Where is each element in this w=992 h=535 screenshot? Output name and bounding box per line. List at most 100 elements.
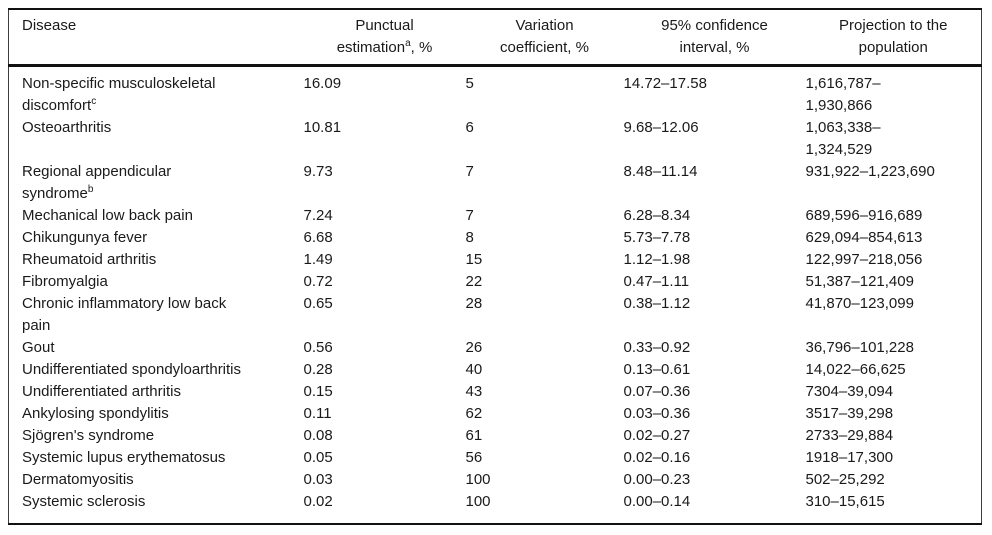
cell-disease: Rheumatoid arthritis [22, 251, 157, 268]
cell-variation: 62 [465, 405, 483, 422]
table-row: Chikungunya fever 6.68 8 5.73–7.78 629,0… [9, 227, 982, 249]
cell-ci: 8.48–11.14 [623, 163, 698, 180]
table-row: Gout 0.56 26 0.33–0.92 36,796–101,228 [9, 337, 982, 359]
column-header-projection: Projection to the population [805, 9, 982, 67]
cell-ci: 1.12–1.98 [623, 251, 691, 268]
cell-variation: 22 [465, 273, 483, 290]
table-row: Undifferentiated spondyloarthritis 0.28 … [9, 359, 982, 381]
cell-projection: 7304–39,094 [805, 383, 894, 400]
cell-disease: Non-specific musculoskeletal discomfortc [22, 75, 216, 114]
cell-ci: 0.07–0.36 [623, 383, 691, 400]
cell-ci: 0.02–0.27 [623, 427, 691, 444]
cell-punctual: 0.02 [303, 493, 333, 510]
cell-punctual: 0.72 [303, 273, 333, 290]
cell-variation: 43 [465, 383, 483, 400]
cell-variation: 7 [465, 163, 474, 180]
cell-disease: Regional appendicular syndromeb [22, 163, 172, 202]
footnote-marker-a: a [405, 38, 411, 49]
cell-punctual: 6.68 [303, 229, 333, 246]
cell-variation: 5 [465, 75, 474, 92]
cell-projection: 689,596–916,689 [805, 207, 923, 224]
cell-disease: Dermatomyositis [22, 471, 134, 488]
cell-punctual: 0.05 [303, 449, 333, 466]
header-row: Disease Punctual estimationa, % Variation… [8, 9, 982, 67]
cell-punctual: 1.49 [303, 251, 333, 268]
table-body: Non-specific musculoskeletal discomfortc… [9, 66, 982, 525]
cell-ci: 6.28–8.34 [623, 207, 691, 224]
cell-projection: 14,022–66,625 [805, 361, 906, 378]
table-row: Sjögren's syndrome 0.08 61 0.02–0.27 273… [9, 425, 982, 447]
cell-ci: 0.33–0.92 [623, 339, 691, 356]
cell-projection: 51,387–121,409 [805, 273, 914, 290]
column-header-punctual-estimation: Punctual estimationa, % [303, 9, 466, 67]
cell-disease: Ankylosing spondylitis [22, 405, 169, 422]
cell-projection: 1918–17,300 [805, 449, 894, 466]
cell-disease: Osteoarthritis [22, 119, 112, 136]
table-row: Undifferentiated arthritis 0.15 43 0.07–… [9, 381, 982, 403]
cell-punctual: 0.65 [303, 295, 333, 312]
cell-ci: 0.47–1.11 [623, 273, 690, 290]
footnote-marker-c: c [91, 96, 97, 107]
cell-projection: 931,922–1,223,690 [805, 163, 935, 180]
cell-projection: 122,997–218,056 [805, 251, 923, 268]
cell-variation: 26 [465, 339, 483, 356]
cell-disease: Mechanical low back pain [22, 207, 193, 224]
cell-projection: 310–15,615 [805, 493, 885, 510]
cell-projection: 1,063,338– 1,324,529 [805, 119, 881, 158]
cell-disease: Gout [22, 339, 55, 356]
column-header-confidence-interval: 95% confidence interval, % [623, 9, 806, 67]
column-header-disease: Disease [8, 9, 304, 67]
cell-punctual: 10.81 [303, 119, 342, 136]
table-row: Dermatomyositis 0.03 100 0.00–0.23 502–2… [9, 469, 982, 491]
cell-variation: 40 [465, 361, 483, 378]
cell-ci: 5.73–7.78 [623, 229, 691, 246]
cell-ci: 9.68–12.06 [623, 119, 699, 136]
cell-projection: 502–25,292 [805, 471, 885, 488]
cell-variation: 6 [465, 119, 474, 136]
cell-punctual: 7.24 [303, 207, 333, 224]
table-row: Ankylosing spondylitis 0.11 62 0.03–0.36… [9, 403, 982, 425]
cell-variation: 56 [465, 449, 483, 466]
cell-ci: 0.13–0.61 [623, 361, 691, 378]
cell-punctual: 9.73 [303, 163, 333, 180]
cell-disease: Sjögren's syndrome [22, 427, 155, 444]
table-row: Regional appendicular syndromeb 9.73 7 8… [9, 161, 982, 205]
table-row: Systemic sclerosis 0.02 100 0.00–0.14 31… [9, 491, 982, 524]
cell-ci: 0.03–0.36 [623, 405, 691, 422]
cell-projection: 1,616,787– 1,930,866 [805, 75, 881, 114]
table-row: Mechanical low back pain 7.24 7 6.28–8.3… [9, 205, 982, 227]
cell-projection: 41,870–123,099 [805, 295, 914, 312]
cell-ci: 0.00–0.23 [623, 471, 691, 488]
cell-punctual: 0.08 [303, 427, 333, 444]
footnote-marker-b: b [87, 184, 94, 195]
table-row: Systemic lupus erythematosus 0.05 56 0.0… [9, 447, 982, 469]
cell-variation: 61 [465, 427, 483, 444]
cell-disease: Chronic inflammatory low back pain [22, 295, 227, 334]
cell-projection: 36,796–101,228 [805, 339, 914, 356]
cell-punctual: 0.28 [303, 361, 333, 378]
cell-disease: Chikungunya fever [22, 229, 148, 246]
table-row: Non-specific musculoskeletal discomfortc… [9, 66, 982, 118]
column-header-variation-coefficient: Variation coefficient, % [465, 9, 624, 67]
cell-variation: 7 [465, 207, 474, 224]
cell-projection: 2733–29,884 [805, 427, 894, 444]
table-row: Chronic inflammatory low back pain 0.65 … [9, 293, 982, 337]
cell-projection: 3517–39,298 [805, 405, 894, 422]
cell-variation: 100 [465, 493, 491, 510]
cell-variation: 15 [465, 251, 483, 268]
cell-punctual: 0.11 [303, 405, 332, 422]
cell-punctual: 0.15 [303, 383, 333, 400]
cell-punctual: 16.09 [303, 75, 342, 92]
cell-disease: Systemic lupus erythematosus [22, 449, 226, 466]
cell-ci: 0.00–0.14 [623, 493, 691, 510]
cell-variation: 8 [465, 229, 474, 246]
cell-disease: Undifferentiated arthritis [22, 383, 181, 400]
cell-disease: Undifferentiated spondyloarthritis [22, 361, 242, 378]
cell-disease: Fibromyalgia [22, 273, 108, 290]
cell-projection: 629,094–854,613 [805, 229, 923, 246]
table-header: Disease Punctual estimationa, % Variation… [8, 9, 982, 67]
cell-ci: 0.38–1.12 [623, 295, 691, 312]
table-row: Osteoarthritis 10.81 6 9.68–12.06 1,063,… [9, 117, 982, 161]
cell-variation: 100 [465, 471, 491, 488]
